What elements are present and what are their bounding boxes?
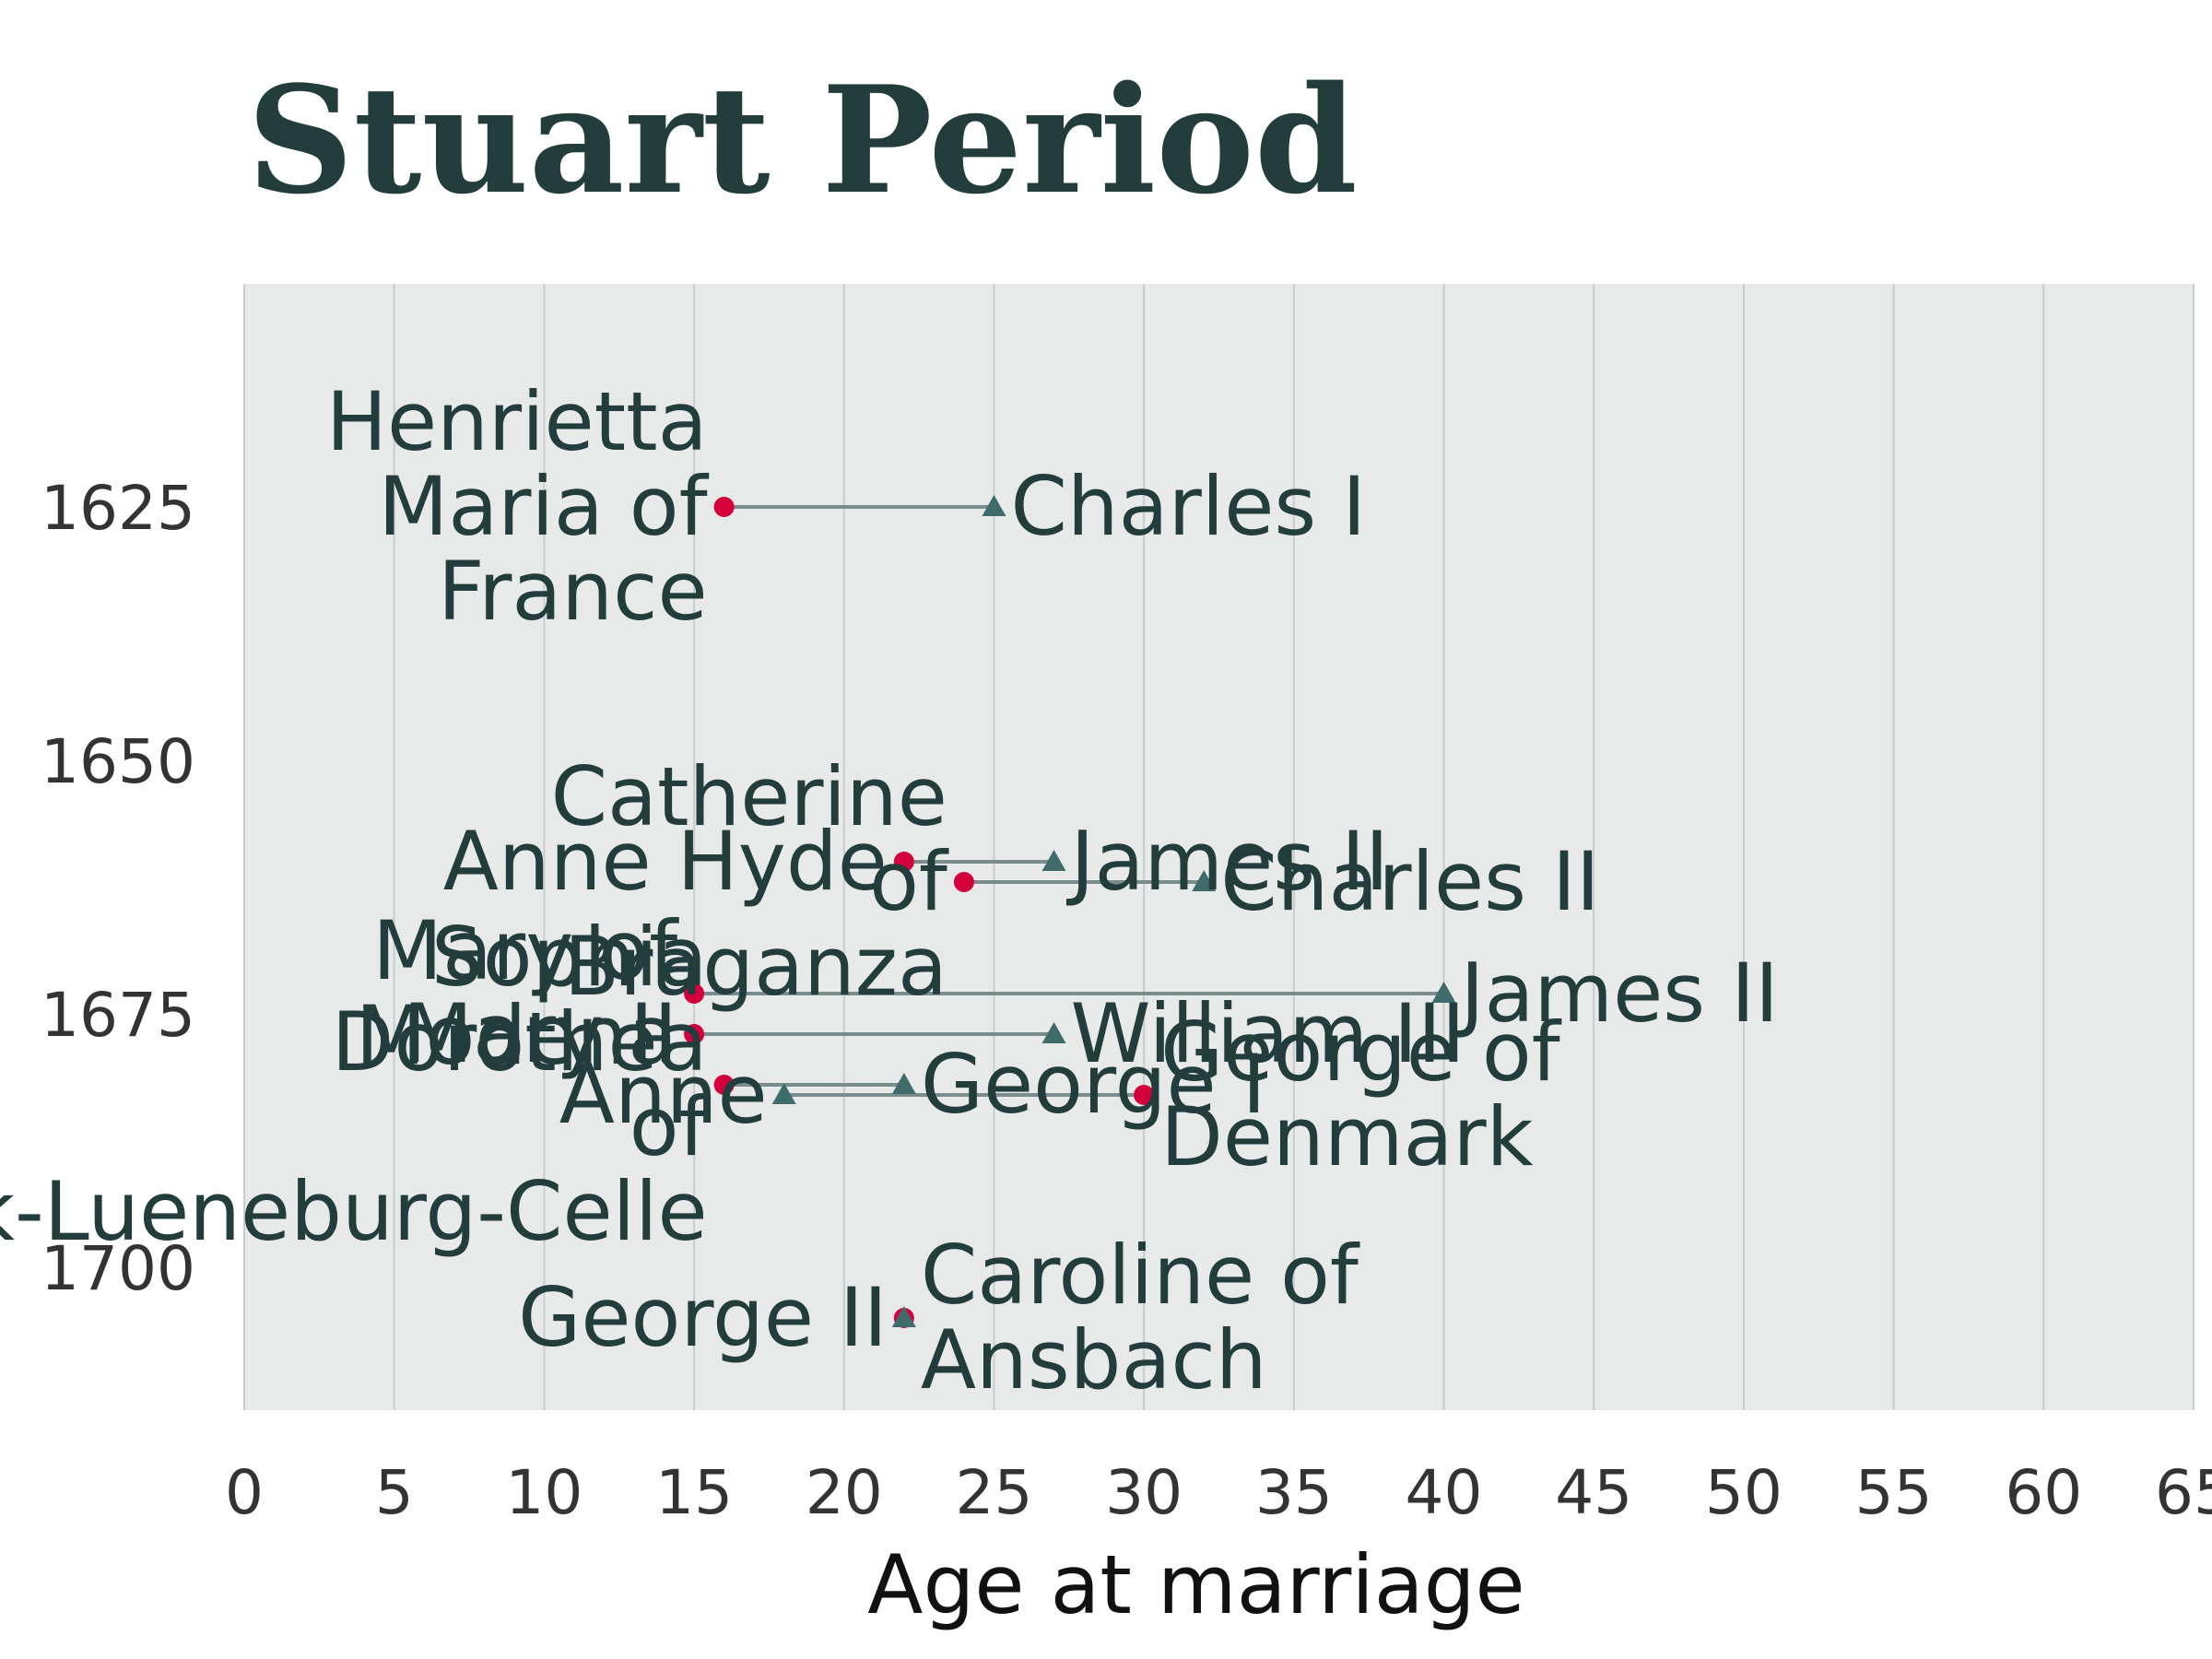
spouse-label-line: Ansbach bbox=[921, 1312, 1267, 1407]
x-tick-label: 20 bbox=[806, 1457, 883, 1528]
spouse-label-line: Catherine bbox=[551, 749, 947, 844]
spouse-label-line: Dorothea bbox=[332, 994, 708, 1089]
monarch-label: Charles I bbox=[1010, 459, 1366, 554]
spouse-label-line: Anne Hyde bbox=[443, 814, 888, 909]
monarch-label-line: George I bbox=[921, 1037, 1266, 1132]
x-tick-label: 30 bbox=[1105, 1457, 1182, 1528]
x-tick-label: 45 bbox=[1555, 1457, 1632, 1528]
spouse-label-line: Henrietta bbox=[326, 374, 708, 469]
spouse-label: Caroline of Ansbach bbox=[921, 1228, 1360, 1407]
spouse-label-line: of bbox=[869, 834, 949, 929]
monarch-point bbox=[891, 1306, 916, 1327]
monarch-point bbox=[1192, 870, 1217, 891]
y-axis-ticks: 1625 1650 1675 1700 bbox=[41, 473, 195, 1304]
monarch-label: George II bbox=[518, 1270, 888, 1365]
spouse-point bbox=[893, 852, 914, 872]
monarch-point bbox=[982, 495, 1006, 516]
spouse-label-line: Modena bbox=[356, 988, 677, 1083]
monarch-point bbox=[771, 1083, 796, 1104]
x-tick-label: 55 bbox=[1855, 1457, 1933, 1528]
x-tick-label: 25 bbox=[955, 1457, 1032, 1528]
spouse-label: Mary II bbox=[403, 986, 677, 1081]
x-tick-label: 40 bbox=[1406, 1457, 1483, 1528]
monarch-label: James II bbox=[1066, 814, 1389, 909]
x-tick-label: 35 bbox=[1255, 1457, 1333, 1528]
monarch-point bbox=[891, 1073, 916, 1094]
x-tick-label: 5 bbox=[375, 1457, 414, 1528]
monarch-label: George I bbox=[921, 1037, 1266, 1132]
spouse-point bbox=[953, 872, 974, 892]
spouse-label-line: Caroline of bbox=[921, 1228, 1360, 1323]
x-axis-ticks: 0 5 10 15 20 25 30 35 40 45 50 55 60 65 bbox=[225, 1457, 2212, 1528]
y-tick-label: 1700 bbox=[41, 1233, 195, 1304]
y-tick-label: 1625 bbox=[41, 473, 195, 544]
spouse-label-line: Braganza bbox=[564, 919, 947, 1014]
chart-title: Stuart Period bbox=[247, 53, 1358, 227]
spouse-label-line: Mary II bbox=[403, 986, 677, 1081]
monarch-label: Anne bbox=[559, 1047, 768, 1142]
spouse-point bbox=[684, 983, 705, 1004]
monarch-point bbox=[1041, 1022, 1066, 1043]
x-tick-label: 0 bbox=[225, 1457, 264, 1528]
x-axis-title: Age at marriage bbox=[867, 1537, 1524, 1632]
plot-panel bbox=[244, 284, 2194, 1410]
grid-lines bbox=[243, 284, 2194, 1410]
spouse-label: Mary of Modena bbox=[356, 903, 679, 1083]
connectors bbox=[694, 505, 1444, 1097]
spouse-point bbox=[684, 1024, 705, 1044]
spouse-label-line: Brunswick-Lueneburg-Celle bbox=[0, 1164, 708, 1259]
monarch-label-line: George II bbox=[518, 1270, 888, 1365]
monarch-label-line: James II bbox=[1456, 946, 1779, 1041]
spouse-label: Henrietta Maria of France bbox=[326, 374, 710, 639]
points bbox=[684, 495, 1456, 1328]
spouse-label-line: Denmark bbox=[1160, 1089, 1534, 1184]
spouse-label: George of Denmark bbox=[1160, 1005, 1562, 1184]
name-labels: Charles I Henrietta Maria of France James II… bbox=[0, 374, 1779, 1407]
spouse-point bbox=[713, 1075, 735, 1095]
monarch-label: James II bbox=[1456, 946, 1779, 1041]
spouse-label: Catherine of Braganza bbox=[551, 749, 949, 1014]
x-tick-label: 50 bbox=[1705, 1457, 1783, 1528]
spouse-point bbox=[1134, 1085, 1155, 1105]
monarch-point bbox=[1431, 982, 1456, 1003]
monarch-label-line: Anne bbox=[559, 1047, 768, 1142]
y-tick-label: 1675 bbox=[41, 980, 195, 1051]
x-tick-label: 15 bbox=[655, 1457, 733, 1528]
monarch-label-line: Charles II bbox=[1220, 834, 1600, 929]
y-tick-label: 1650 bbox=[41, 726, 195, 797]
monarch-label: Charles II bbox=[1220, 834, 1600, 929]
spouse-label-line: Sophia bbox=[431, 910, 708, 1005]
x-tick-label: 65 bbox=[2155, 1457, 2212, 1528]
spouse-label-line: Mary of bbox=[372, 903, 679, 998]
x-tick-label: 60 bbox=[2005, 1457, 2082, 1528]
monarch-label-line: Charles I bbox=[1010, 459, 1366, 554]
spouse-label-line: of bbox=[629, 1079, 710, 1174]
spouse-point bbox=[713, 497, 735, 517]
x-tick-label: 10 bbox=[505, 1457, 582, 1528]
monarch-label: William III bbox=[1071, 986, 1465, 1081]
monarch-label-line: James II bbox=[1066, 814, 1389, 909]
monarch-label-line: William III bbox=[1071, 986, 1465, 1081]
spouse-label: Anne Hyde bbox=[443, 814, 888, 909]
spouse-label-line: George of bbox=[1160, 1005, 1562, 1100]
spouse-label-line: Maria of bbox=[378, 459, 709, 554]
spouse-label: SophiaDorotheaofBrunswick-Lueneburg-Cell… bbox=[0, 910, 710, 1259]
monarch-point bbox=[1041, 850, 1066, 871]
spouse-label-line: France bbox=[438, 544, 708, 639]
